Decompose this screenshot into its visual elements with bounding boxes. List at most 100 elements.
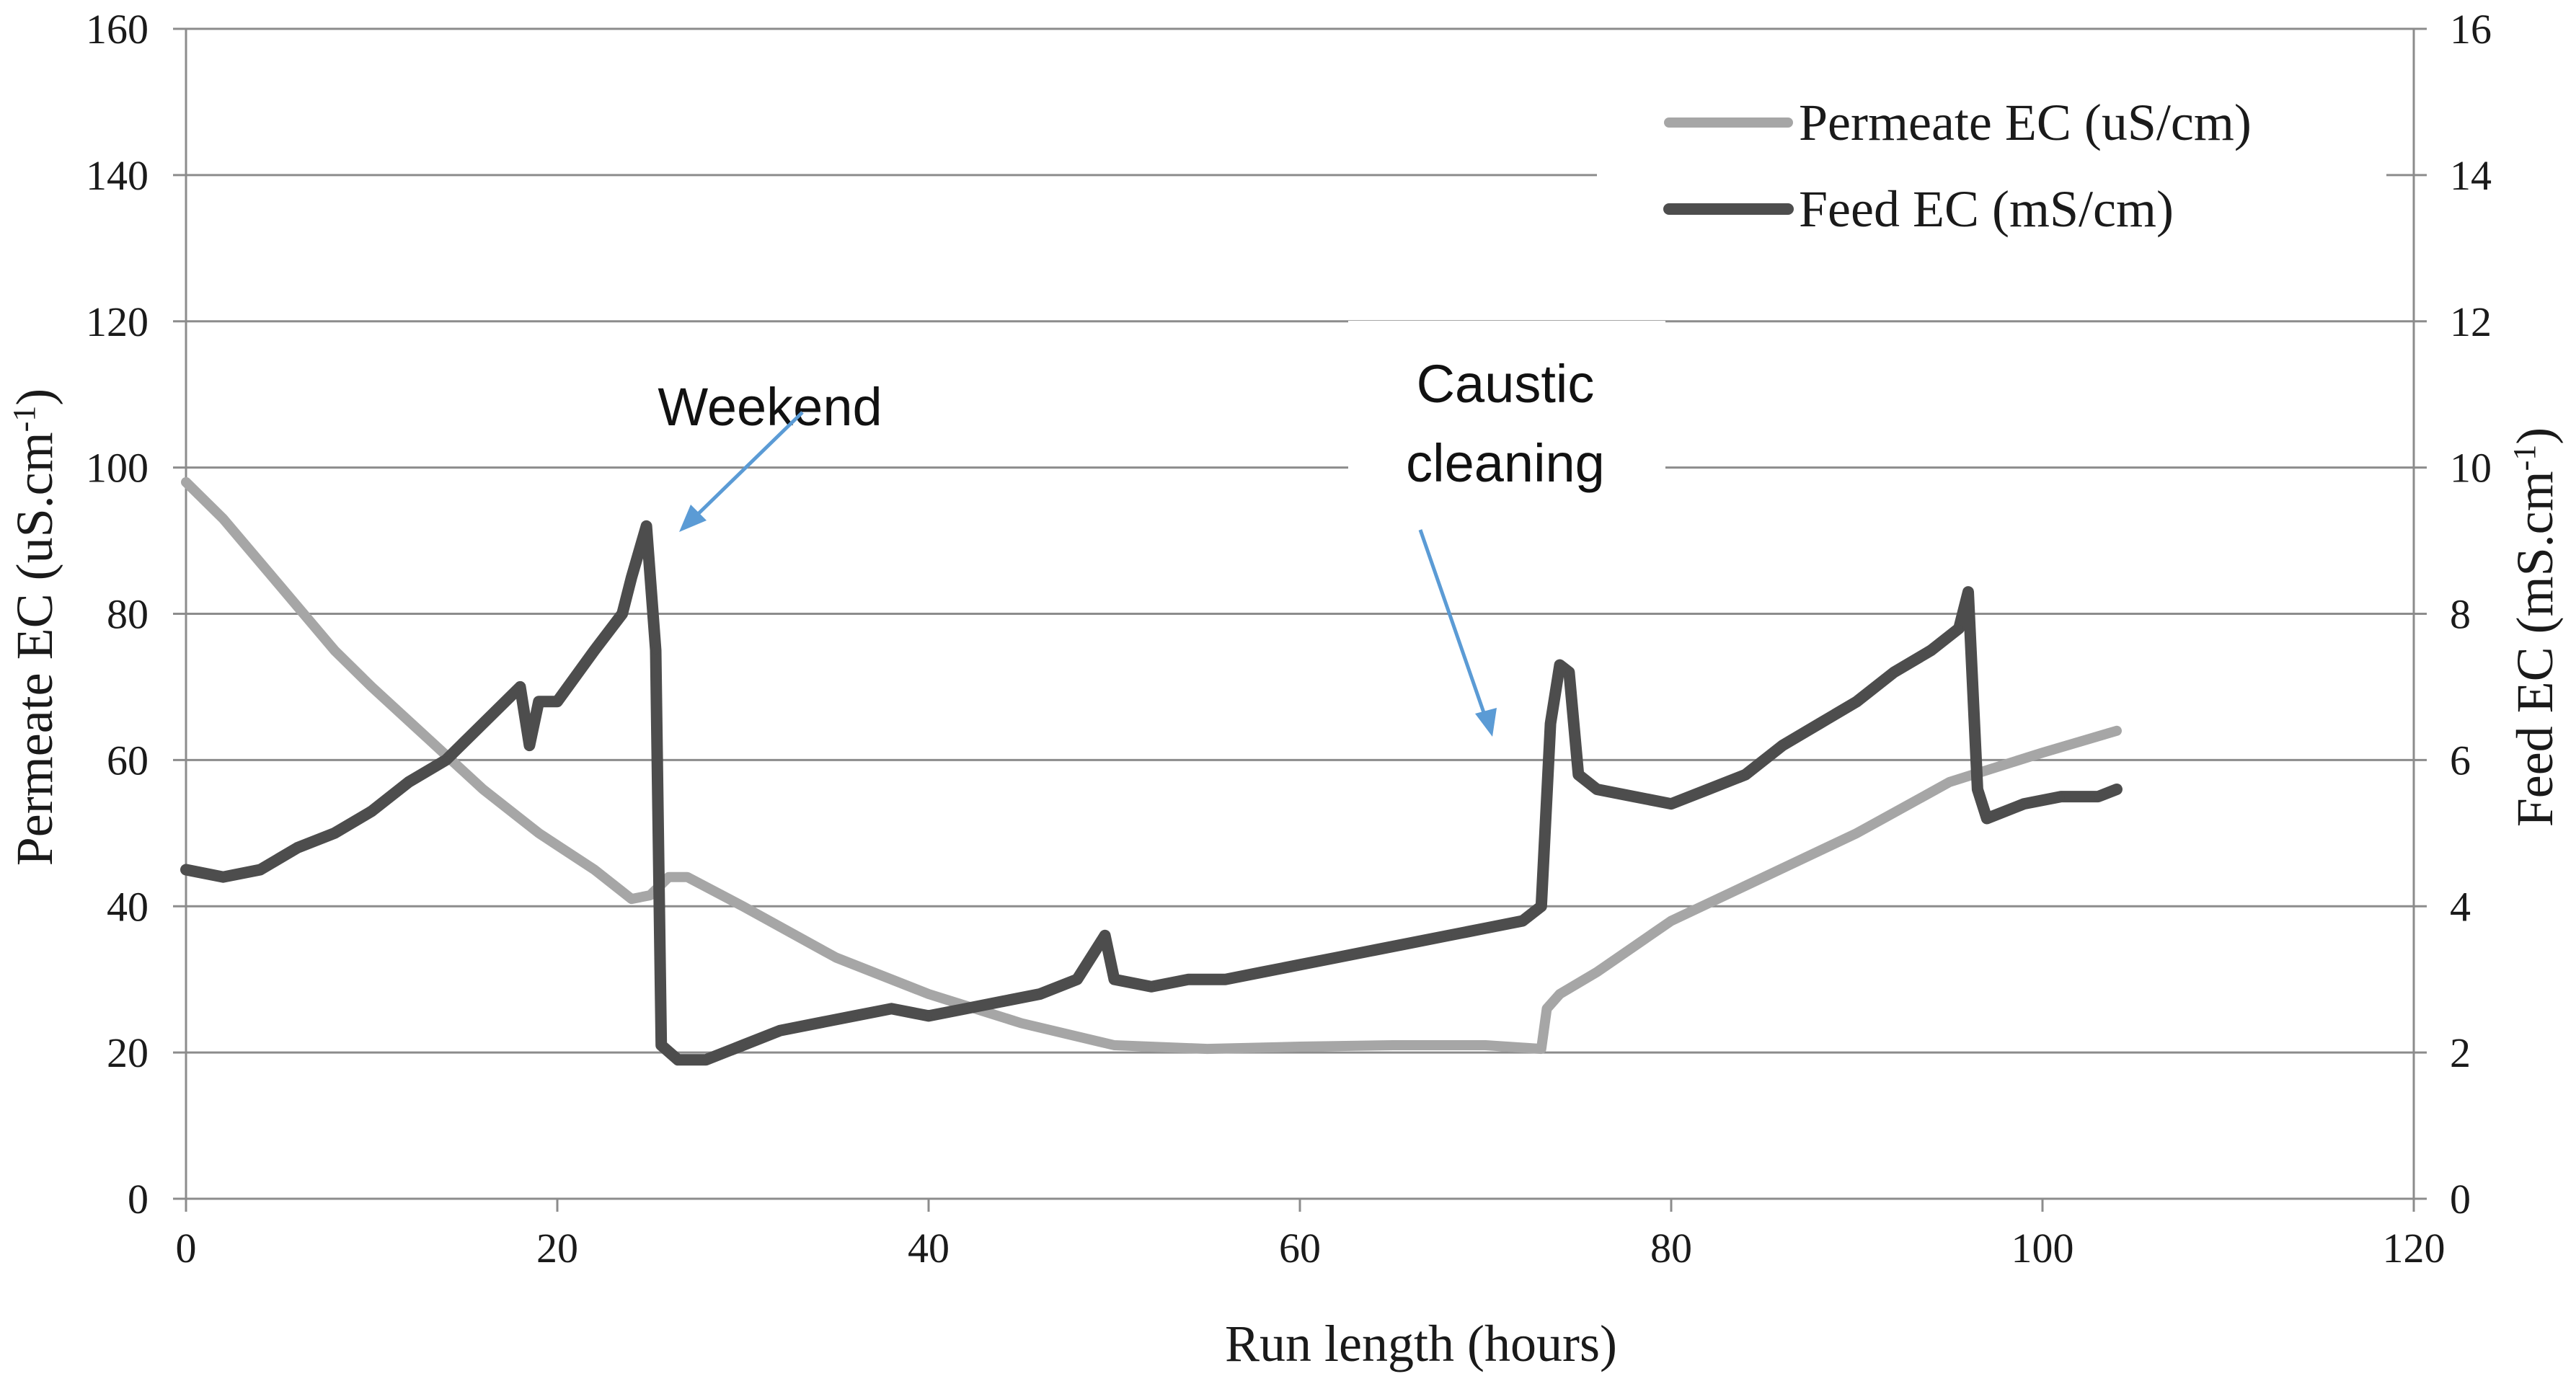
annotation-caustic-line: Caustic xyxy=(1417,354,1595,414)
data-point-feed xyxy=(2094,793,2102,801)
y-axis-title-right-main: Feed EC (mS.cm xyxy=(2506,471,2564,827)
gridlines xyxy=(186,174,2414,1054)
data-point-feed xyxy=(739,1041,747,1049)
data-point-feed xyxy=(1593,785,1601,793)
data-point-permeate xyxy=(646,892,654,900)
left-tick-label: 160 xyxy=(86,6,149,53)
data-point-feed xyxy=(1259,968,1267,976)
y-axis-title-left-main: Permeate EC (uS.cm xyxy=(6,432,63,866)
data-point-feed xyxy=(182,866,190,874)
arrow-caustic-shaft xyxy=(1418,529,1489,722)
data-point-permeate xyxy=(2113,727,2120,735)
left-tick-label: 20 xyxy=(107,1029,149,1076)
data-point-feed xyxy=(1296,961,1304,969)
left-tick-label: 140 xyxy=(86,152,149,199)
data-point-feed xyxy=(479,719,487,727)
data-point-permeate xyxy=(590,866,598,874)
data-point-feed xyxy=(1445,931,1452,939)
right-axis-ticks: 0 2 4 6 8 10 12 14 16 xyxy=(2414,6,2492,1223)
data-point-feed xyxy=(1565,668,1573,676)
data-point-permeate xyxy=(1760,873,1768,881)
data-point-permeate xyxy=(1537,1045,1545,1053)
data-point-permeate xyxy=(1593,968,1601,976)
annotations: Weekend Caustic cleaning xyxy=(658,321,1665,737)
data-point-feed xyxy=(293,844,301,852)
x-tick-label: 40 xyxy=(908,1225,950,1272)
data-point-feed xyxy=(851,1012,858,1020)
data-point-feed xyxy=(1222,975,1229,983)
data-point-feed xyxy=(1575,771,1583,778)
y-axis-title-right-sup: -1 xyxy=(2507,445,2542,471)
data-point-feed xyxy=(219,873,227,881)
left-tick-label: 80 xyxy=(107,591,149,638)
y-axis-title-left: Permeate EC (uS.cm-1) xyxy=(6,389,63,866)
right-tick-label: 6 xyxy=(2450,737,2471,784)
data-point-feed xyxy=(619,610,627,618)
data-point-feed xyxy=(516,683,524,691)
right-tick-label: 12 xyxy=(2450,298,2492,345)
x-axis-title: Run length (hours) xyxy=(1225,1315,1617,1372)
data-point-feed xyxy=(535,698,543,706)
data-point-feed xyxy=(888,1005,895,1013)
data-point-permeate xyxy=(1203,1045,1211,1053)
data-point-permeate xyxy=(1017,1019,1025,1027)
data-point-feed xyxy=(1973,785,1981,793)
right-tick-label: 2 xyxy=(2450,1029,2471,1076)
data-point-feed xyxy=(776,1026,784,1034)
data-point-permeate xyxy=(1296,1043,1304,1051)
right-tick-label: 10 xyxy=(2450,445,2492,492)
annotation-weekend: Weekend xyxy=(658,377,882,437)
series-line-permeate-ec xyxy=(181,476,2122,1055)
x-tick-label: 0 xyxy=(176,1225,197,1272)
right-tick-label: 4 xyxy=(2450,883,2471,930)
annotation-caustic-bg xyxy=(1348,321,1665,512)
data-point-permeate xyxy=(1482,1041,1490,1049)
data-point-feed xyxy=(1110,975,1118,983)
data-point-feed xyxy=(590,647,598,655)
data-point-feed xyxy=(1955,624,1963,632)
data-point-feed xyxy=(1546,719,1554,727)
right-tick-label: 0 xyxy=(2450,1176,2471,1223)
annotation-caustic-line: cleaning xyxy=(1406,433,1605,493)
legend-label-permeate: Permeate EC (uS/cm) xyxy=(1799,94,2252,151)
data-point-feed xyxy=(2113,785,2120,793)
data-point-permeate xyxy=(368,683,376,691)
data-point-permeate xyxy=(665,873,673,881)
data-point-feed xyxy=(442,756,450,764)
left-tick-label: 100 xyxy=(86,445,149,492)
data-point-permeate xyxy=(1853,829,1861,837)
data-point-feed xyxy=(1816,719,1823,727)
legend: Permeate EC (uS/cm) Feed EC (mS/cm) xyxy=(1597,79,2386,274)
data-point-feed xyxy=(642,522,650,530)
data-point-feed xyxy=(1371,946,1378,954)
x-axis-ticks: 0 20 40 60 80 100 120 xyxy=(176,1199,2446,1272)
data-point-feed xyxy=(1537,902,1545,910)
data-point-feed xyxy=(1853,698,1861,706)
data-point-feed xyxy=(554,698,561,706)
data-point-feed xyxy=(1890,668,1898,676)
data-point-feed xyxy=(1742,771,1749,778)
x-tick-label: 20 xyxy=(536,1225,578,1272)
data-point-permeate xyxy=(479,785,487,793)
x-tick-label: 80 xyxy=(1650,1225,1692,1272)
series-lines xyxy=(180,476,2123,1066)
data-point-feed xyxy=(1407,939,1415,946)
data-point-permeate xyxy=(2039,749,2046,757)
data-point-feed xyxy=(658,1041,665,1049)
data-point-feed xyxy=(1556,661,1564,669)
data-point-feed xyxy=(813,1019,821,1027)
data-point-permeate xyxy=(628,895,635,903)
data-point-permeate xyxy=(683,873,691,881)
data-point-feed xyxy=(1983,815,1991,822)
annotation-caustic-cleaning: Caustic cleaning xyxy=(1406,354,1605,493)
data-point-permeate xyxy=(1556,990,1564,998)
data-point-feed xyxy=(999,998,1006,1006)
x-tick-label: 60 xyxy=(1279,1225,1321,1272)
data-point-feed xyxy=(1704,785,1712,793)
data-point-feed xyxy=(1185,975,1192,983)
data-point-feed xyxy=(1630,793,1638,801)
data-point-feed xyxy=(652,647,660,655)
data-point-feed xyxy=(1927,647,1935,655)
left-axis-ticks: 0 20 40 60 80 100 120 140 160 xyxy=(86,6,186,1223)
data-point-permeate xyxy=(925,990,932,998)
